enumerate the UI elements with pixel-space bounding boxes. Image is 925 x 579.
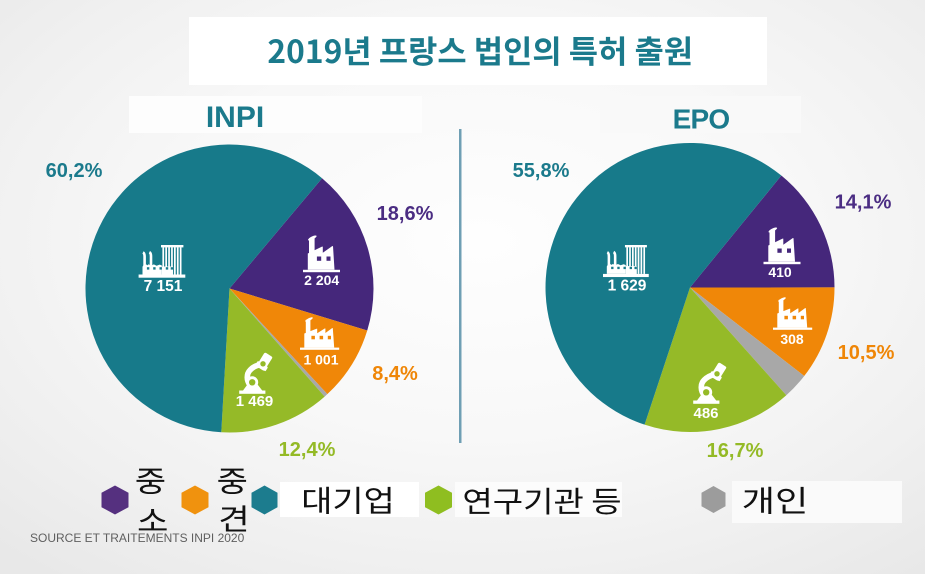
svg-text:410: 410 <box>768 264 792 280</box>
svg-text:12,4%: 12,4% <box>279 439 336 461</box>
svg-text:INPI: INPI <box>206 101 264 134</box>
svg-text:1 001: 1 001 <box>303 352 338 368</box>
svg-text:55,8%: 55,8% <box>513 160 570 182</box>
svg-text:486: 486 <box>693 405 718 422</box>
svg-text:2 204: 2 204 <box>304 272 339 288</box>
svg-text:60,2%: 60,2% <box>46 160 103 182</box>
svg-text:EPO: EPO <box>673 104 730 135</box>
svg-text:8,4%: 8,4% <box>372 363 418 385</box>
svg-text:1 629: 1 629 <box>608 278 647 295</box>
svg-text:308: 308 <box>780 331 804 347</box>
svg-text:16,7%: 16,7% <box>707 440 764 462</box>
svg-text:18,6%: 18,6% <box>377 203 434 225</box>
svg-text:14,1%: 14,1% <box>835 192 892 214</box>
svg-text:SOURCE ET TRAITEMENTS INPI 202: SOURCE ET TRAITEMENTS INPI 2020 <box>30 531 245 545</box>
svg-text:7 151: 7 151 <box>144 278 183 295</box>
svg-text:10,5%: 10,5% <box>838 342 895 364</box>
svg-text:1 469: 1 469 <box>236 393 274 410</box>
